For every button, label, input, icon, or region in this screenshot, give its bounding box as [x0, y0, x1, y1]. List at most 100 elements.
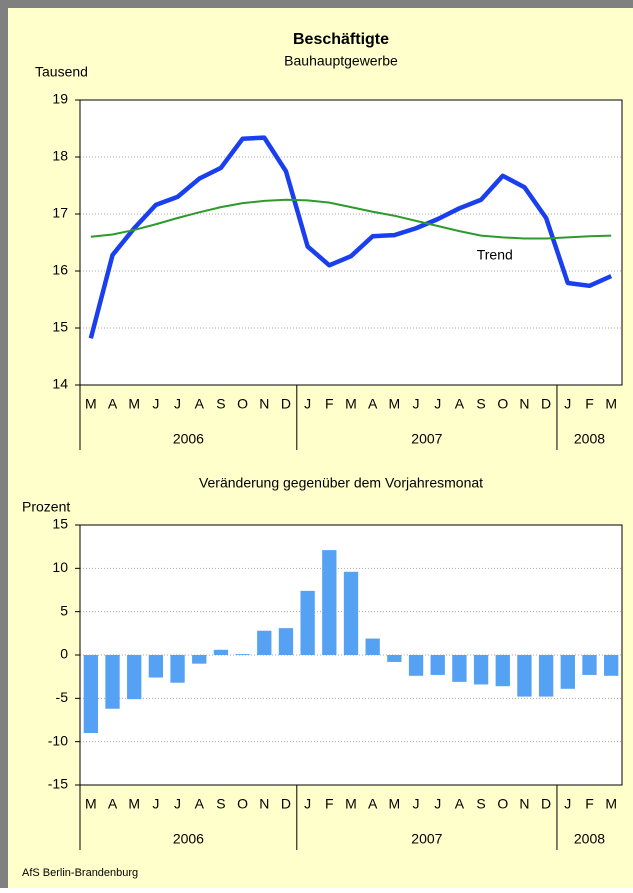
y-axis-label: Tausend — [35, 64, 88, 80]
x-tick-label: M — [605, 396, 617, 412]
series-label: Trend — [477, 246, 513, 262]
y-tick-label: -5 — [56, 689, 69, 705]
bar — [278, 628, 294, 655]
plot-border — [79, 524, 623, 786]
bar — [300, 590, 315, 655]
x-tick-label: M — [345, 796, 357, 812]
year-label: 2008 — [574, 831, 605, 847]
x-tick-label: J — [434, 796, 441, 812]
x-tick-label: S — [216, 396, 225, 412]
bar — [387, 655, 402, 662]
year-label: 2006 — [173, 431, 204, 447]
x-tick-label: S — [476, 396, 485, 412]
x-tick-label: O — [497, 796, 508, 812]
bar — [343, 571, 359, 655]
x-tick-label: A — [195, 796, 205, 812]
bar — [408, 655, 424, 676]
chart-title: Veränderung gegenüber dem Vorjahresmonat — [199, 475, 483, 491]
bar — [473, 655, 489, 685]
x-tick-label: A — [108, 396, 118, 412]
bar — [257, 630, 272, 655]
x-tick-label: J — [152, 396, 159, 412]
x-tick-label: J — [413, 396, 420, 412]
x-tick-label: A — [368, 796, 378, 812]
year-label: 2006 — [173, 831, 204, 847]
bar — [604, 655, 619, 676]
bar — [148, 655, 164, 678]
x-tick-label: J — [304, 796, 311, 812]
plot-border — [79, 99, 623, 386]
y-tick-label: 16 — [52, 262, 68, 278]
x-tick-label: J — [413, 796, 420, 812]
chart-subtitle: Bauhauptgewerbe — [284, 53, 398, 69]
x-tick-label: J — [174, 396, 181, 412]
bar — [235, 654, 250, 655]
x-tick-label: N — [259, 796, 269, 812]
year-label: 2007 — [411, 431, 442, 447]
x-tick-label: M — [605, 796, 617, 812]
x-tick-label: S — [476, 796, 485, 812]
bar — [213, 649, 229, 655]
x-tick-label: M — [345, 396, 357, 412]
y-tick-label: 18 — [52, 148, 68, 164]
y-tick-label: -10 — [48, 732, 68, 748]
x-tick-label: N — [519, 396, 529, 412]
x-tick-label: S — [216, 796, 225, 812]
bar — [538, 655, 554, 697]
bar — [105, 655, 120, 709]
bar — [322, 550, 337, 655]
x-tick-label: D — [541, 796, 551, 812]
bar — [582, 655, 597, 675]
x-tick-label: D — [541, 396, 551, 412]
line-series — [88, 135, 613, 339]
x-tick-label: N — [519, 796, 529, 812]
x-tick-label: M — [85, 796, 97, 812]
x-tick-label: J — [174, 796, 181, 812]
bar — [83, 655, 98, 733]
bar — [452, 655, 467, 682]
bar — [517, 655, 532, 697]
x-tick-label: F — [325, 796, 334, 812]
y-tick-label: 17 — [52, 205, 68, 221]
bar — [127, 655, 142, 700]
y-axis-label: Prozent — [22, 499, 70, 515]
y-tick-label: 19 — [52, 91, 68, 107]
line-series — [90, 198, 612, 240]
bar — [365, 638, 380, 655]
x-tick-label: O — [497, 396, 508, 412]
x-tick-label: A — [195, 396, 205, 412]
bar — [495, 655, 510, 687]
x-tick-label: M — [389, 396, 401, 412]
x-tick-label: J — [564, 396, 571, 412]
x-tick-label: N — [259, 396, 269, 412]
x-tick-label: M — [128, 396, 140, 412]
x-tick-label: J — [434, 396, 441, 412]
y-tick-label: 14 — [52, 376, 68, 392]
x-tick-label: J — [304, 396, 311, 412]
footer: AfS Berlin-Brandenburg — [22, 867, 138, 879]
x-tick-label: F — [585, 396, 594, 412]
x-tick-label: O — [237, 396, 248, 412]
bar — [170, 655, 185, 683]
x-tick-label: F — [325, 396, 334, 412]
plot-area — [80, 100, 622, 385]
x-tick-label: A — [108, 796, 118, 812]
x-tick-label: A — [455, 396, 465, 412]
y-tick-label: 5 — [60, 602, 68, 618]
x-tick-label: F — [585, 796, 594, 812]
y-tick-label: 15 — [52, 516, 68, 532]
year-label: 2008 — [574, 431, 605, 447]
bar — [192, 655, 207, 664]
year-label: 2007 — [411, 831, 442, 847]
x-tick-label: J — [564, 796, 571, 812]
x-tick-label: D — [281, 796, 291, 812]
y-tick-label: 15 — [52, 319, 68, 335]
x-tick-label: D — [281, 396, 291, 412]
x-tick-label: M — [128, 796, 140, 812]
x-tick-label: A — [368, 396, 378, 412]
x-tick-label: M — [85, 396, 97, 412]
x-tick-label: A — [455, 796, 465, 812]
x-tick-label: J — [152, 796, 159, 812]
x-tick-label: O — [237, 796, 248, 812]
